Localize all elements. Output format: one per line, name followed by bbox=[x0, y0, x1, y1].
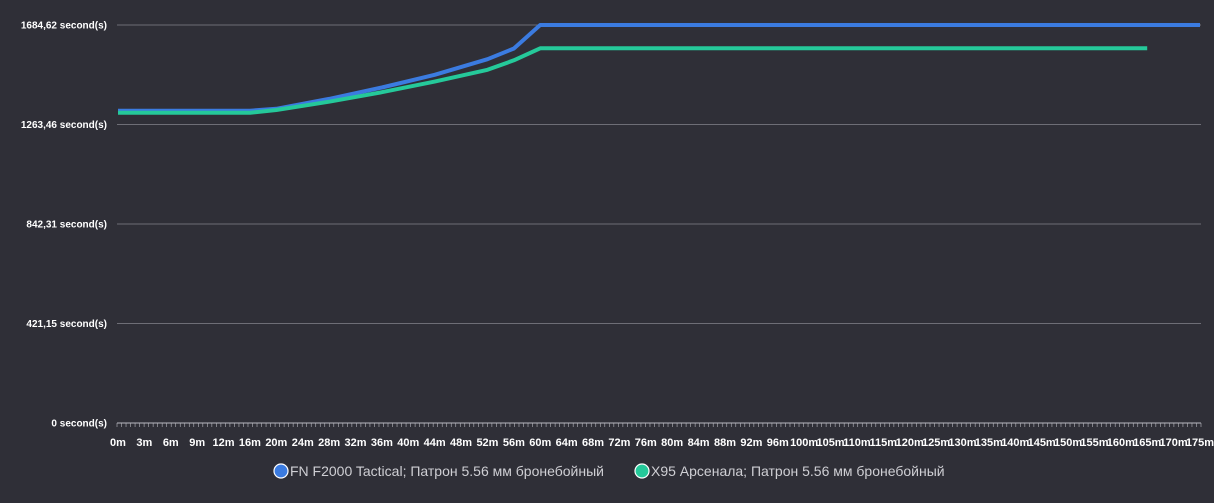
x-tick-label: 44m bbox=[424, 437, 446, 449]
x-tick-label: 125m bbox=[922, 437, 950, 449]
series-lines bbox=[118, 23, 1200, 115]
x-tick-label: 84m bbox=[688, 437, 710, 449]
x-tick-label: 72m bbox=[608, 437, 630, 449]
x-tick-label: 105m bbox=[816, 437, 844, 449]
gridlines bbox=[117, 24, 1201, 325]
x-tick-label: 48m bbox=[450, 437, 472, 449]
legend-label[interactable]: FN F2000 Tactical; Патрон 5.56 мм бронеб… bbox=[290, 463, 604, 479]
x-tick-label: 64m bbox=[556, 437, 578, 449]
series-line-2 bbox=[118, 46, 1148, 115]
x-tick-label: 140m bbox=[1001, 437, 1029, 449]
x-tick-label: 9m bbox=[189, 437, 205, 449]
y-tick-label: 842,31 second(s) bbox=[26, 220, 107, 231]
legend-label[interactable]: X95 Арсенала; Патрон 5.56 мм бронебойный bbox=[651, 463, 945, 479]
x-tick-label: 20m bbox=[265, 437, 287, 449]
x-tick-label: 150m bbox=[1054, 437, 1082, 449]
x-tick-label: 160m bbox=[1107, 437, 1135, 449]
x-tick-label: 145m bbox=[1028, 437, 1056, 449]
x-tick-label: 28m bbox=[318, 437, 340, 449]
y-tick-label: 1263,46 second(s) bbox=[21, 120, 107, 131]
x-tick-label: 96m bbox=[767, 437, 789, 449]
x-tick-label: 16m bbox=[239, 437, 261, 449]
x-tick-label: 3m bbox=[136, 437, 152, 449]
x-tick-label: 115m bbox=[870, 437, 898, 449]
x-tick-label: 12m bbox=[213, 437, 235, 449]
x-tick-label: 110m bbox=[843, 437, 871, 449]
x-tick-label: 76m bbox=[635, 437, 657, 449]
x-tick-label: 100m bbox=[790, 437, 818, 449]
x-tick-label: 88m bbox=[714, 437, 736, 449]
legend-swatch[interactable] bbox=[634, 463, 650, 479]
x-tick-label: 155m bbox=[1080, 437, 1108, 449]
y-tick-label: 421,15 second(s) bbox=[26, 319, 107, 330]
x-tick-label: 40m bbox=[397, 437, 419, 449]
x-tick-label: 6m bbox=[163, 437, 179, 449]
x-tick-label: 130m bbox=[948, 437, 976, 449]
series-line-1 bbox=[118, 23, 1200, 113]
x-tick-label: 135m bbox=[975, 437, 1003, 449]
x-tick-label: 170m bbox=[1160, 437, 1188, 449]
x-tick-label: 24m bbox=[292, 437, 314, 449]
x-tick-label: 92m bbox=[740, 437, 762, 449]
x-axis: 0m 3m 6m 9m 12m 16m 20m 24m 28m 32m 36m 40m 44m 48m 52… bbox=[110, 422, 1214, 449]
x-tick-label: 80m bbox=[661, 437, 683, 449]
legend[interactable]: FN F2000 Tactical; Патрон 5.56 мм бронеб… bbox=[273, 463, 945, 479]
y-axis: 0 second(s) 421,15 second(s) 842,31 second… bbox=[21, 21, 107, 430]
y-tick-label: 1684,62 second(s) bbox=[21, 21, 107, 32]
legend-swatch[interactable] bbox=[273, 463, 289, 479]
x-tick-label: 175m bbox=[1186, 437, 1214, 449]
y-tick-label: 0 second(s) bbox=[51, 419, 107, 430]
x-tick-label: 120m bbox=[896, 437, 924, 449]
x-tick-label: 52m bbox=[476, 437, 498, 449]
x-tick-label: 36m bbox=[371, 437, 393, 449]
x-tick-label: 32m bbox=[344, 437, 366, 449]
x-tick-label: 0m bbox=[110, 437, 126, 449]
x-tick-label: 165m bbox=[1133, 437, 1161, 449]
x-tick-label: 60m bbox=[529, 437, 551, 449]
x-tick-label: 56m bbox=[503, 437, 525, 449]
x-tick-label: 68m bbox=[582, 437, 604, 449]
